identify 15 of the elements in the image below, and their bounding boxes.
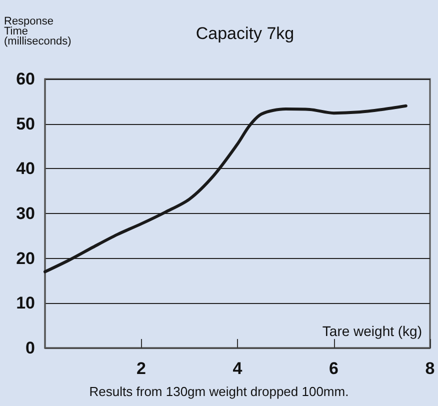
y-tick-label: 50 [16,114,35,134]
x-tick-label: 8 [425,359,435,378]
x-axis-title: Tare weight (kg) [322,323,422,339]
y-tick-label: 30 [16,204,35,223]
y-tick-label: 20 [16,248,35,268]
text: Results from 130gm weight dropped 100mm. [89,384,349,399]
y-tick-label: 60 [16,70,35,88]
x-tick-label: 2 [136,359,146,378]
x-tick-label: 6 [329,359,338,378]
y-axis-title: Response Time (milliseconds) [4,16,72,48]
y-tick-label: 40 [16,159,35,178]
y-tick-label: 0 [26,338,35,358]
chart-title: Capacity 7kg [196,24,294,43]
y-tick-label: 10 [16,294,35,313]
x-tick-label: 4 [232,359,243,378]
